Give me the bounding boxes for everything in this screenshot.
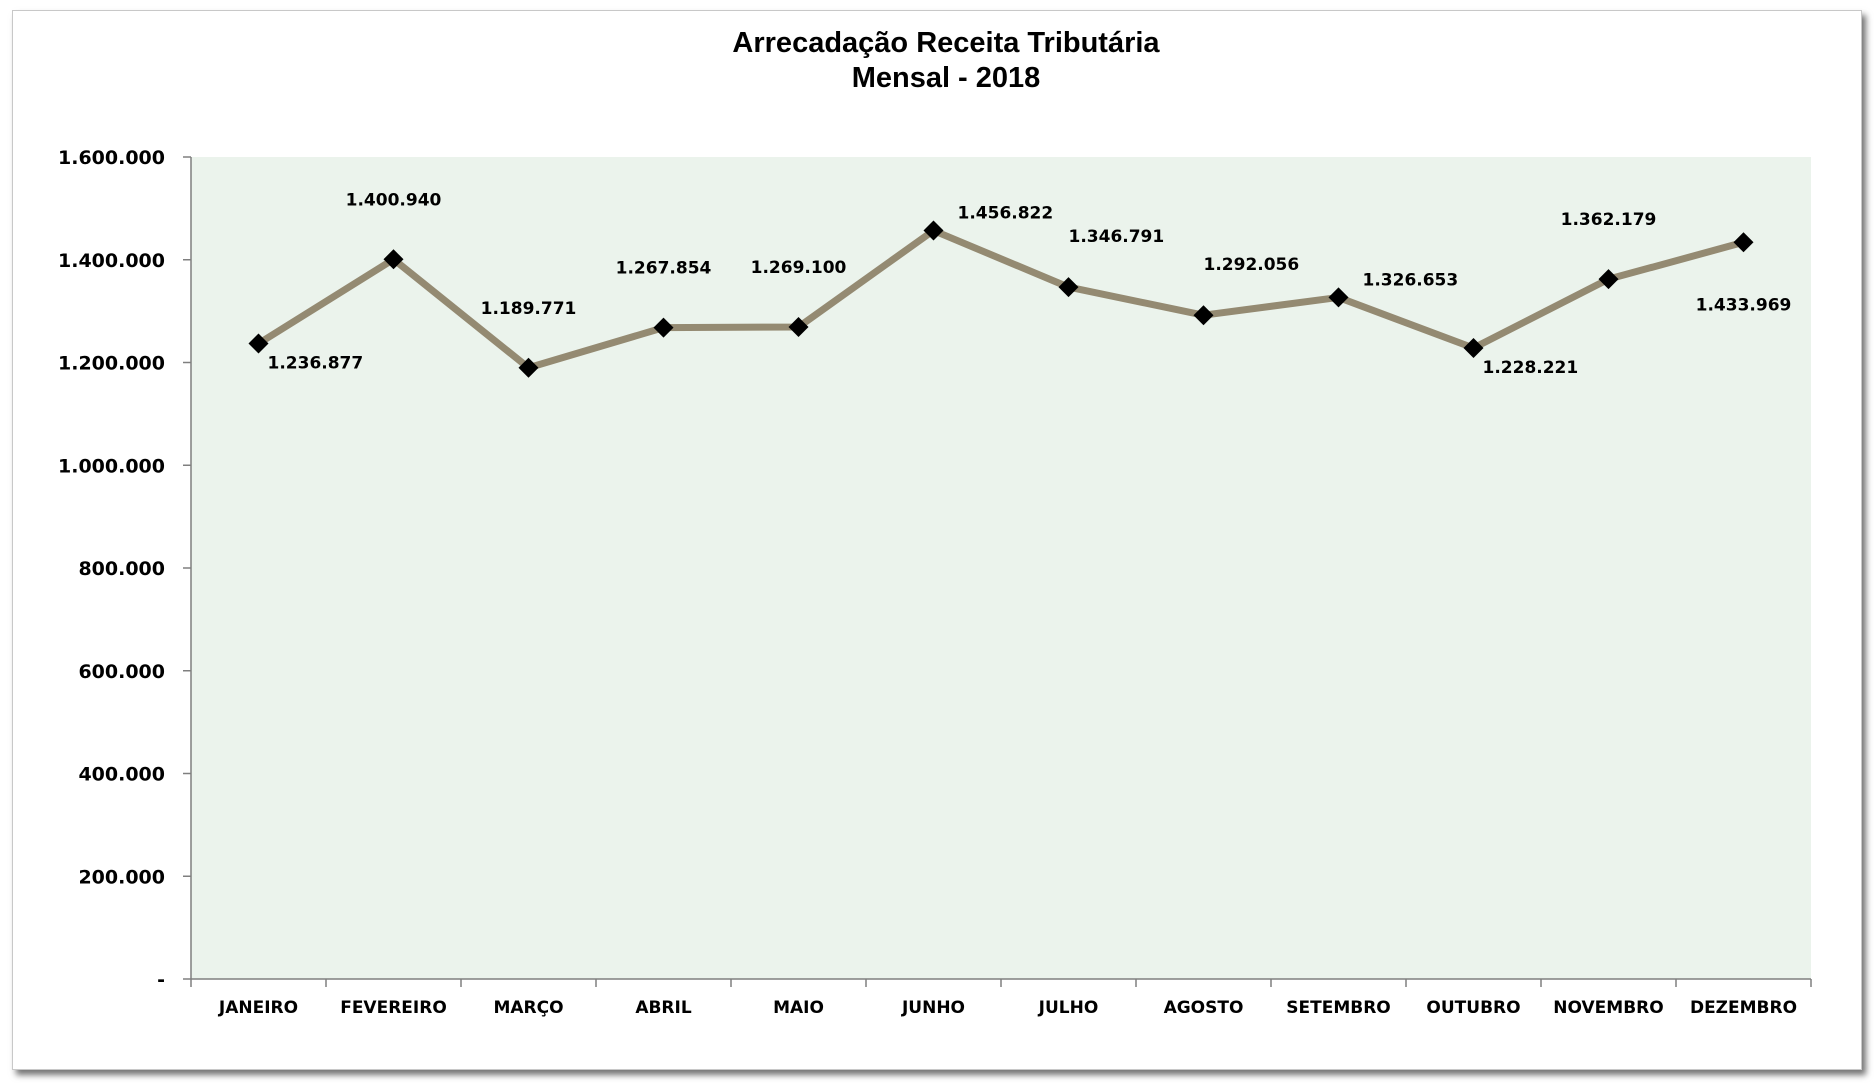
x-tick-label: OUTUBRO	[1426, 998, 1520, 1018]
x-tick-label: FEVEREIRO	[340, 998, 447, 1018]
data-point-marker	[1463, 338, 1484, 359]
y-tick-label: 1.600.000	[58, 147, 165, 169]
y-tick-label: 1.200.000	[58, 353, 165, 375]
data-label: 1.228.221	[1483, 358, 1579, 378]
data-label: 1.362.179	[1561, 210, 1657, 230]
chart-subtitle: Mensal - 2018	[852, 62, 1041, 94]
y-tick-label: 1.000.000	[58, 455, 165, 477]
data-point-marker	[1193, 305, 1214, 326]
data-label: 1.236.877	[268, 354, 364, 374]
chart-title: Arrecadação Receita Tributária	[732, 27, 1160, 59]
data-point-marker	[518, 357, 539, 378]
line-chart: Arrecadação Receita Tributária Mensal - …	[58, 27, 1812, 1018]
data-label: 1.267.854	[616, 259, 712, 279]
data-label: 1.456.822	[958, 204, 1054, 224]
x-tick-label: JULHO	[1038, 998, 1099, 1018]
data-label: 1.269.100	[751, 258, 847, 278]
x-axis-ticks: JANEIRO FEVEREIRO MARÇO ABRIL MAIO JUNHO JULHO…	[190, 979, 1812, 1018]
data-point-marker	[923, 220, 944, 241]
markers-group	[248, 220, 1754, 378]
y-axis-ticks: - 200.000 400.000 600.000 800.000 1.000.000 1.…	[58, 147, 191, 991]
data-labels-group: 1.236.877 1.400.940 1.189.771 1.267.854 1.26…	[268, 190, 1792, 378]
x-tick-label: MARÇO	[493, 998, 563, 1018]
data-point-marker	[383, 249, 404, 270]
x-tick-label: DEZEMBRO	[1690, 998, 1797, 1018]
x-tick-label: JANEIRO	[218, 998, 298, 1018]
data-label: 1.400.940	[346, 190, 442, 210]
series-line	[255, 227, 1747, 372]
data-point-marker	[788, 316, 809, 337]
data-point-marker	[653, 317, 674, 338]
x-tick-label: AGOSTO	[1164, 998, 1244, 1018]
data-point-marker	[1328, 287, 1349, 308]
x-tick-label: JUNHO	[901, 998, 965, 1018]
chart-frame: Arrecadação Receita Tributária Mensal - …	[12, 10, 1862, 1070]
y-tick-label: 800.000	[78, 558, 165, 580]
data-label: 1.326.653	[1363, 270, 1459, 290]
plot-area	[191, 157, 1811, 979]
data-label: 1.189.771	[481, 299, 577, 319]
y-tick-label: 600.000	[78, 661, 165, 683]
data-point-marker	[1598, 269, 1619, 290]
data-label: 1.292.056	[1204, 255, 1300, 275]
x-tick-label: ABRIL	[635, 998, 692, 1018]
x-tick-label: NOVEMBRO	[1553, 998, 1663, 1018]
x-tick-label: MAIO	[773, 998, 824, 1018]
data-label: 1.433.969	[1696, 295, 1792, 315]
y-tick-label: 200.000	[78, 866, 165, 888]
y-tick-label: -	[157, 969, 165, 991]
data-label: 1.346.791	[1069, 227, 1165, 247]
x-tick-label: SETEMBRO	[1286, 998, 1390, 1018]
y-tick-label: 400.000	[78, 764, 165, 786]
series-group	[255, 227, 1747, 372]
data-point-marker	[248, 333, 269, 354]
y-tick-label: 1.400.000	[58, 250, 165, 272]
data-point-marker	[1058, 277, 1079, 298]
data-point-marker	[1733, 232, 1754, 253]
